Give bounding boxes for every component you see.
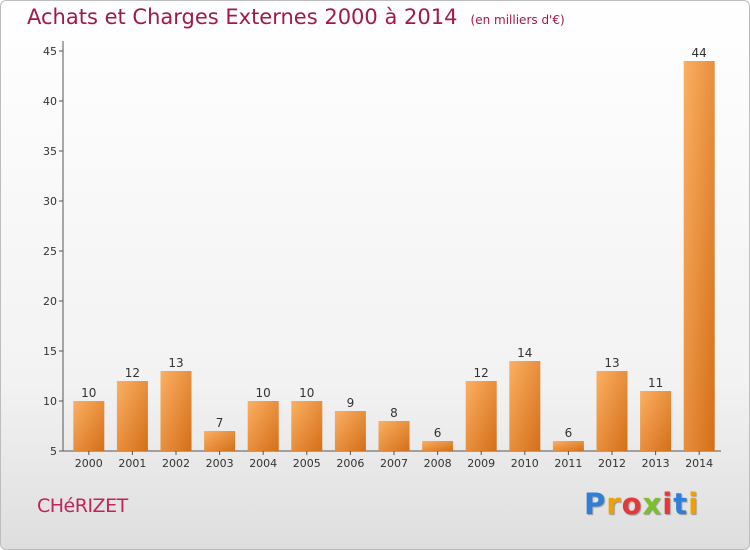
data-label: 9 (347, 396, 355, 410)
bar-2001 (116, 381, 148, 451)
bar-2011 (552, 441, 584, 451)
data-label: 11 (648, 376, 663, 390)
bar-2013 (640, 391, 672, 451)
title-row: Achats et Charges Externes 2000 à 2014 (… (27, 5, 565, 29)
bar-2009 (465, 381, 497, 451)
x-tick-label: 2009 (467, 457, 495, 470)
data-label: 10 (256, 386, 271, 400)
y-tick-label: 5 (50, 445, 57, 458)
logo-letter: i (688, 487, 700, 521)
bars (73, 61, 715, 451)
x-tick-label: 2005 (293, 457, 321, 470)
x-tick-label: 2010 (511, 457, 539, 470)
y-tick-label: 40 (43, 95, 57, 108)
x-tick-label: 2012 (598, 457, 626, 470)
data-label: 13 (168, 356, 183, 370)
y-tick-label: 45 (43, 45, 57, 58)
x-tick-label: 2006 (336, 457, 364, 470)
x-tick-label: 2008 (424, 457, 452, 470)
bar-2000 (73, 401, 105, 451)
y-tick-label: 30 (43, 195, 57, 208)
data-label: 10 (299, 386, 314, 400)
proxiti-logo: Proxiti (584, 487, 699, 521)
y-tick-label: 35 (43, 145, 57, 158)
bar-2012 (596, 371, 628, 451)
data-label: 7 (216, 416, 224, 430)
chart-subtitle: (en milliers d'€) (470, 13, 565, 27)
data-label: 13 (604, 356, 619, 370)
y-tick-label: 10 (43, 395, 57, 408)
bar-2007 (378, 421, 410, 451)
bar-2014 (683, 61, 715, 451)
data-label: 10 (81, 386, 96, 400)
chart-title: Achats et Charges Externes 2000 à 2014 (27, 5, 458, 29)
bar-2002 (160, 371, 192, 451)
bar-2010 (509, 361, 541, 451)
data-label: 12 (125, 366, 140, 380)
axes: 5 10 15 20 25 30 35 40 45 2000 2001 2002 2003 2004 200… (43, 41, 721, 470)
data-label: 6 (434, 426, 442, 440)
logo-letter: r (606, 487, 622, 521)
data-label: 14 (517, 346, 532, 360)
x-tick-label: 2007 (380, 457, 408, 470)
bar-2005 (291, 401, 323, 451)
y-tick-label: 25 (43, 245, 57, 258)
x-tick-label: 2004 (249, 457, 277, 470)
bar-2008 (422, 441, 454, 451)
logo-letter: o (621, 487, 643, 521)
logo-letter: x (642, 487, 663, 521)
x-tick-label: 2011 (554, 457, 582, 470)
bar-2003 (204, 431, 236, 451)
y-tick-label: 20 (43, 295, 57, 308)
bar-2004 (247, 401, 279, 451)
logo-letter: P (584, 487, 607, 521)
data-label: 44 (692, 46, 707, 60)
x-tick-label: 2001 (118, 457, 146, 470)
logo-letter: t (673, 487, 689, 521)
data-label: 6 (565, 426, 573, 440)
x-tick-label: 2013 (642, 457, 670, 470)
city-name: CHéRIZET (37, 495, 128, 517)
x-tick-label: 2014 (685, 457, 713, 470)
x-tick-label: 2003 (206, 457, 234, 470)
data-labels: 10 12 13 7 10 10 9 8 6 12 14 6 13 11 44 (81, 46, 707, 440)
y-tick-label: 15 (43, 345, 57, 358)
logo-letter: i (662, 487, 674, 521)
data-label: 8 (390, 406, 398, 420)
bar-2006 (334, 411, 366, 451)
data-label: 12 (474, 366, 489, 380)
x-tick-label: 2002 (162, 457, 190, 470)
x-tick-label: 2000 (75, 457, 103, 470)
